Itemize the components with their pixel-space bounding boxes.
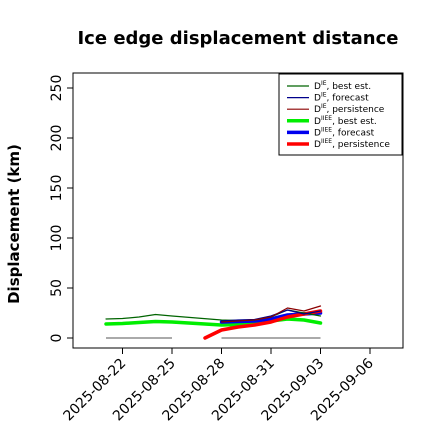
legend-entry-text: , forecast [327,94,370,104]
legend-entry-superscript: IE [321,103,327,110]
legend-entry-text: , best est. [327,82,372,92]
legend-entry-symbol: D [314,94,321,104]
legend-entry-text: , best est. [332,117,377,127]
legend-entry: DIE, persistence [314,103,385,115]
legend-entry-superscript: IIEE [321,126,332,133]
y-tick-label: 0 [49,334,65,343]
y-tick-label: 50 [49,279,65,297]
legend-entry-text: , persistence [332,140,390,150]
legend-entry: DIE, best est. [314,80,371,92]
legend-entry-superscript: IIEE [321,138,332,145]
series-line [104,317,323,327]
legend-box [278,73,403,156]
series-line [220,309,322,322]
legend-entry: DIIEE, forecast [314,126,375,138]
legend-entry-superscript: IE [321,92,327,99]
series-line [220,305,322,323]
legend-entry-symbol: D [314,117,321,127]
legend-entry-text: , persistence [327,105,385,115]
y-tick-label: 150 [49,175,65,202]
y-axis-label: Displacement (km) [5,144,23,304]
legend-entry-text: , forecast [332,128,375,138]
legend-entry: DIE, forecast [314,92,369,104]
legend-entry: DIIEE, persistence [314,138,390,150]
x-axis: 2025-08-222025-08-252025-08-282025-08-31… [60,347,377,424]
legend-entry-superscript: IIEE [321,115,332,122]
y-tick-label: 250 [49,75,65,102]
series-line [203,309,323,340]
legend-entry-symbol: D [314,140,321,150]
y-tick-label: 100 [49,225,65,252]
legend-entry-symbol: D [314,82,321,92]
y-tick-label: 200 [49,125,65,152]
chart-title: Ice edge displacement distance [77,28,398,49]
y-axis: 0 50 100 150 200 250 [49,75,74,343]
series-layer [104,305,323,340]
legend-entry: DIIEE, best est. [314,115,377,127]
legend-entry-symbol: D [314,105,321,115]
legend-entry-symbol: D [314,128,321,138]
legend-entry-superscript: IE [321,80,327,87]
